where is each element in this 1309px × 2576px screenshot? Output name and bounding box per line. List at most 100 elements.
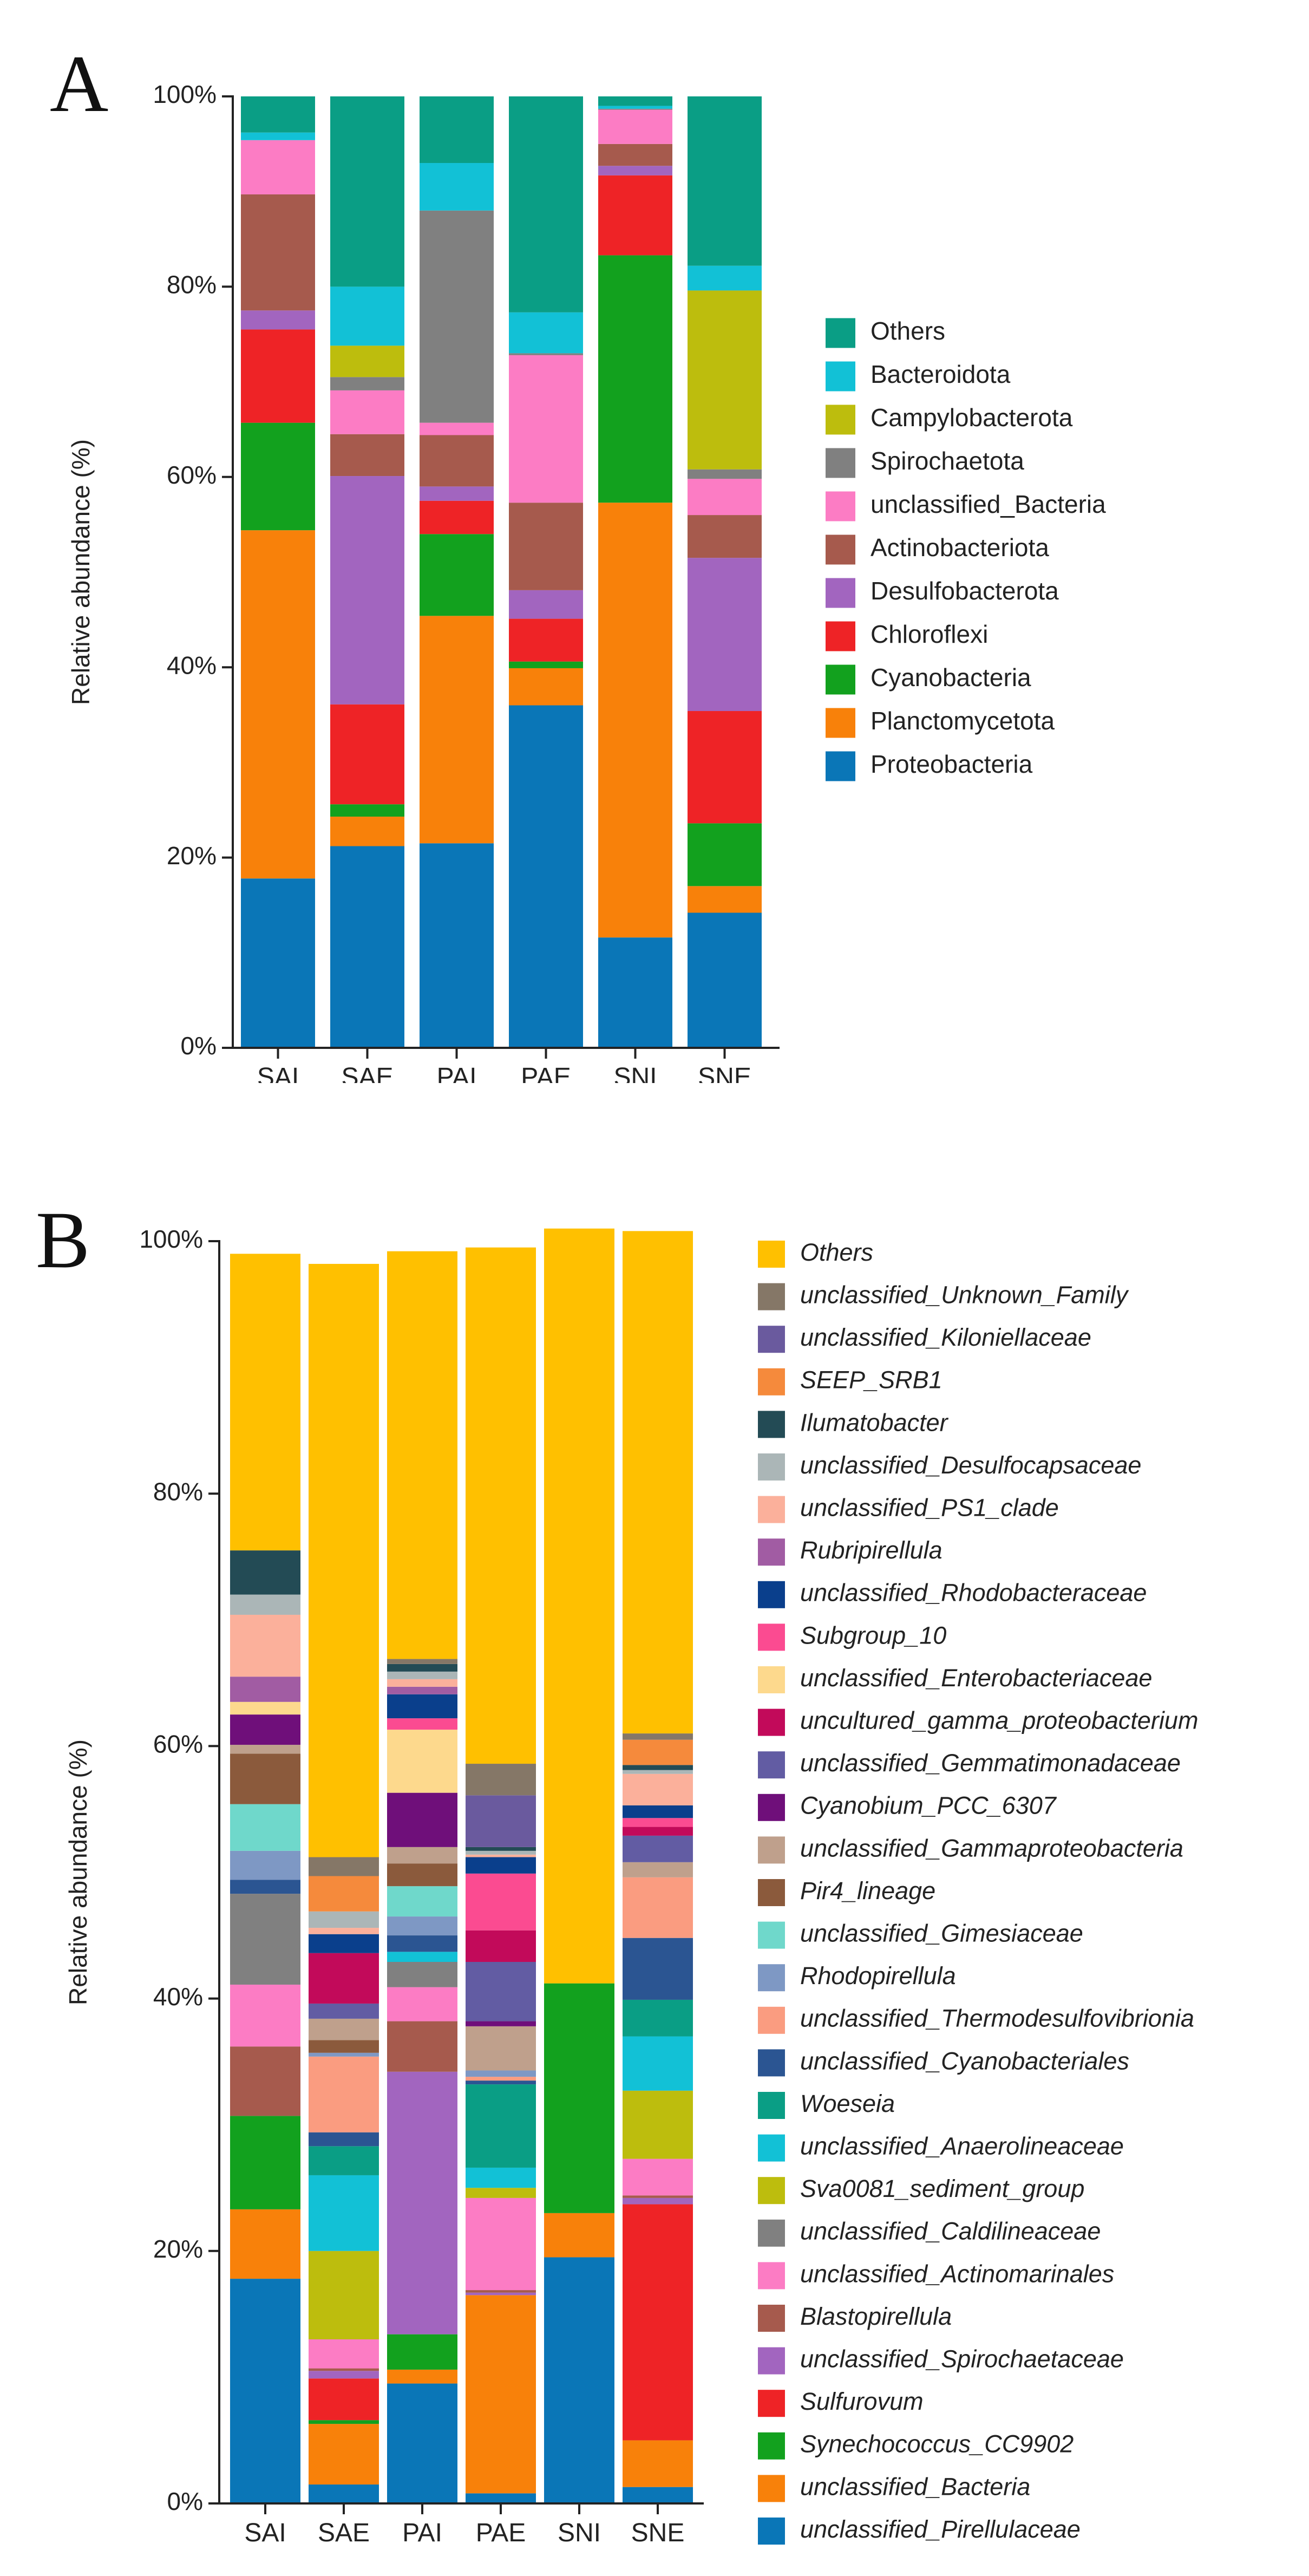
x-tick-label-a-sae: SAE bbox=[341, 1063, 393, 1083]
legend-label-b-14: unclassified_Gammaproteobacteria bbox=[800, 1834, 1183, 1862]
bar-segment-b-pai-23 bbox=[387, 1686, 457, 1694]
bar-segment-b-pae-8 bbox=[466, 2188, 536, 2198]
bar-segment-a-sne-5 bbox=[688, 515, 762, 558]
bar-segment-b-sni-0 bbox=[544, 2257, 614, 2503]
bar-segment-b-sne-29 bbox=[623, 1733, 693, 1740]
bar-segment-b-sae-12 bbox=[309, 2056, 379, 2132]
bar-segment-b-pai-29 bbox=[387, 1659, 457, 1664]
bar-segment-a-pae-7 bbox=[509, 353, 583, 355]
legend-label-b-7: Rubripirellula bbox=[800, 1536, 943, 1564]
bar-segment-a-sai-2 bbox=[241, 422, 315, 531]
bar-segment-b-sai-2 bbox=[230, 2116, 300, 2209]
bar-segment-b-pae-28 bbox=[466, 1795, 536, 1847]
y-axis-title-b: Relative abundance (%) bbox=[64, 1739, 92, 2005]
y-tick-label-b-3: 60% bbox=[153, 1730, 203, 1758]
bar-segment-a-pae-10 bbox=[509, 96, 583, 312]
x-tick-label-a-pae: PAE bbox=[521, 1063, 571, 1083]
bar-segment-b-pae-13 bbox=[466, 2070, 536, 2077]
legend-swatch-b-4 bbox=[758, 1411, 785, 1438]
legend-label-b-29: unclassified_Bacteria bbox=[800, 2473, 1030, 2500]
bar-segment-b-sni-30 bbox=[544, 1228, 614, 1984]
bar-segment-b-pai-4 bbox=[387, 2071, 457, 2334]
bar-segment-b-pae-18 bbox=[466, 1962, 536, 2021]
bar-segment-a-sni-2 bbox=[598, 255, 672, 503]
bar-segment-b-sne-18 bbox=[623, 1835, 693, 1862]
legend-label-b-15: Pir4_lineage bbox=[800, 1877, 935, 1905]
legend-swatch-a-8 bbox=[826, 664, 855, 695]
bar-segment-b-pai-1 bbox=[387, 2369, 457, 2384]
legend-label-b-12: unclassified_Gemmatimonadaceae bbox=[800, 1749, 1181, 1777]
legend-swatch-b-10 bbox=[758, 1666, 785, 1693]
legend-label-b-4: Ilumatobacter bbox=[800, 1408, 949, 1436]
bar-segment-b-sai-5 bbox=[230, 2046, 300, 2116]
bar-segment-b-sae-1 bbox=[309, 2424, 379, 2485]
bar-segment-b-sne-3 bbox=[623, 2204, 693, 2441]
legend-swatch-b-11 bbox=[758, 1708, 785, 1736]
bar-segment-b-pae-17 bbox=[466, 2021, 536, 2026]
bar-segment-b-sne-16 bbox=[623, 1862, 693, 1877]
y-tick-label-a-3: 60% bbox=[167, 461, 217, 489]
bar-segment-a-sni-6 bbox=[598, 109, 672, 144]
bar-segment-b-pae-26 bbox=[466, 1847, 536, 1851]
bar-segment-b-sai-13 bbox=[230, 1850, 300, 1880]
y-axis-title-a: Relative abundance (%) bbox=[67, 439, 95, 705]
legend-swatch-b-8 bbox=[758, 1581, 785, 1608]
bar-segment-b-sne-11 bbox=[623, 1938, 693, 2000]
bar-segment-a-sni-10 bbox=[598, 96, 672, 106]
bar-segment-b-sae-30 bbox=[309, 1263, 379, 1857]
legend-label-b-9: Subgroup_10 bbox=[800, 1621, 946, 1649]
legend-swatch-b-7 bbox=[758, 1538, 785, 1566]
legend-swatch-a-3 bbox=[826, 448, 855, 478]
legend-swatch-a-7 bbox=[826, 621, 855, 651]
legend-label-b-16: unclassified_Gimesiaceae bbox=[800, 1919, 1083, 1947]
legend-swatch-b-2 bbox=[758, 1326, 785, 1353]
y-tick-label-a-5: 100% bbox=[153, 80, 217, 108]
legend-swatch-b-5 bbox=[758, 1453, 785, 1481]
bar-segment-b-pae-29 bbox=[466, 1764, 536, 1796]
bar-segment-b-sae-13 bbox=[309, 2052, 379, 2057]
bar-segment-a-sne-3 bbox=[688, 711, 762, 824]
panel-letter-a: A bbox=[50, 39, 109, 129]
legend-swatch-b-27 bbox=[758, 2390, 785, 2417]
bar-segment-a-sne-6 bbox=[688, 479, 762, 516]
legend-swatch-b-9 bbox=[758, 1623, 785, 1651]
bar-segment-b-pai-14 bbox=[387, 1886, 457, 1917]
bar-segment-b-sae-10 bbox=[309, 2146, 379, 2175]
x-tick-label-b-sni: SNI bbox=[558, 2519, 601, 2547]
legend-label-b-11: uncultured_gamma_proteobacterium bbox=[800, 1706, 1198, 1734]
bar-segment-a-sne-10 bbox=[688, 96, 762, 266]
bar-segment-b-pae-24 bbox=[466, 1854, 536, 1857]
bar-segment-a-sae-5 bbox=[330, 434, 404, 477]
y-tick-label-a-0: 0% bbox=[181, 1032, 217, 1060]
y-tick-label-b-1: 20% bbox=[153, 2235, 203, 2263]
bar-segment-a-sne-1 bbox=[688, 886, 762, 913]
legend-swatch-b-12 bbox=[758, 1751, 785, 1779]
legend-swatch-b-28 bbox=[758, 2432, 785, 2460]
bar-segment-b-sne-10 bbox=[623, 1999, 693, 2037]
bar-segment-b-sne-0 bbox=[623, 2487, 693, 2503]
bar-segment-b-pai-15 bbox=[387, 1863, 457, 1887]
bar-segment-b-sai-25 bbox=[230, 1594, 300, 1615]
legend-label-b-22: Sva0081_sediment_group bbox=[800, 2175, 1084, 2202]
x-tick-label-b-sae: SAE bbox=[318, 2519, 370, 2547]
legend-label-b-21: unclassified_Anaerolineaceae bbox=[800, 2132, 1124, 2160]
bar-segment-a-sne-0 bbox=[688, 912, 762, 1048]
bar-segment-b-sne-27 bbox=[623, 1739, 693, 1765]
y-tick-label-a-4: 80% bbox=[167, 271, 217, 299]
bar-segment-b-sai-1 bbox=[230, 2209, 300, 2279]
bar-segment-b-sai-11 bbox=[230, 1880, 300, 1894]
legend-label-a-10: Proteobacteria bbox=[871, 750, 1033, 778]
bar-segment-b-pai-13 bbox=[387, 1916, 457, 1936]
bar-segment-b-sae-29 bbox=[309, 1857, 379, 1876]
legend-swatch-a-5 bbox=[826, 534, 855, 565]
bar-segment-b-pae-22 bbox=[466, 1857, 536, 1874]
bar-segment-b-pae-30 bbox=[466, 1247, 536, 1764]
bar-segment-b-pai-24 bbox=[387, 1679, 457, 1687]
x-tick-label-a-pai: PAI bbox=[437, 1063, 477, 1083]
legend-label-b-19: unclassified_Cyanobacteriales bbox=[800, 2047, 1129, 2075]
legend-label-b-10: unclassified_Enterobacteriaceae bbox=[800, 1664, 1152, 1692]
bar-segment-a-pae-6 bbox=[509, 355, 583, 503]
legend-label-b-30: unclassified_Pirellulaceae bbox=[800, 2515, 1081, 2543]
legend-swatch-b-24 bbox=[758, 2262, 785, 2290]
bar-segment-b-pae-0 bbox=[466, 2493, 536, 2503]
